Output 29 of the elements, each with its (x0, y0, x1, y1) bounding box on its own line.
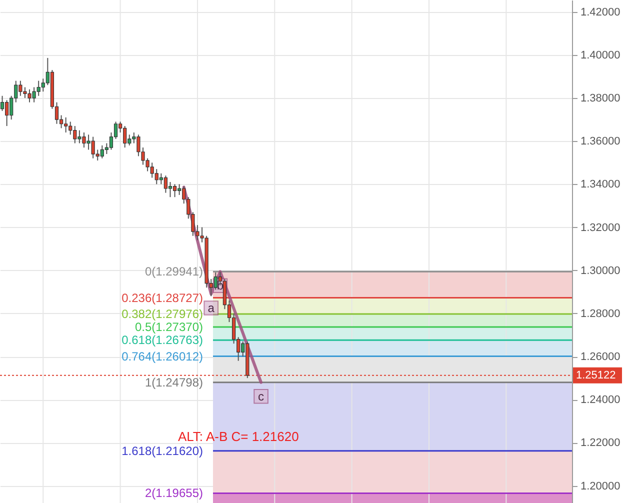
y-tick-label: 1.30000 (580, 264, 620, 277)
candlestick (172, 184, 177, 198)
y-tick-label: 1.42000 (580, 6, 620, 18)
data-label: b (216, 278, 224, 293)
annotation: ALT: A-B C= 1.21620 (178, 429, 299, 444)
ref-line-label: 0.618(1.26763) (122, 333, 203, 348)
y-tick-label: 1.28000 (580, 308, 620, 320)
data-label: c (258, 389, 264, 404)
ref-line-label: 0.382(1.27976) (122, 306, 203, 321)
y-tick-label: 1.32000 (580, 222, 620, 234)
y-tick-label: 1.24000 (580, 394, 620, 406)
y-tick-label: 1.34000 (580, 178, 620, 191)
ref-line-label: 1.618(1.21620) (122, 444, 203, 458)
candlestick (168, 182, 172, 198)
y-tick-label: 1.26000 (580, 351, 620, 364)
candlestick (0, 95, 4, 112)
ref-line-label: 0(1.29941) (144, 264, 203, 279)
ref-line-label: 0.764(1.26012) (122, 349, 203, 364)
data-label: a (208, 301, 215, 316)
y-tick-label: 1.20000 (580, 480, 620, 492)
ref-line-label: 1.25122 (576, 369, 616, 382)
y-tick-label: 1.40000 (580, 49, 620, 62)
y-tick-label: 1.38000 (580, 92, 620, 105)
ref-line-label: 0.5(1.27370) (134, 320, 203, 334)
ref-line-label: 2(1.19655) (144, 486, 203, 500)
y-tick-label: 1.36000 (580, 136, 620, 148)
ref-line-label: 0.236(1.28727) (122, 290, 203, 305)
ref-line-label: 1(1.24798) (144, 375, 203, 390)
y-tick-label: 1.22000 (580, 437, 620, 450)
